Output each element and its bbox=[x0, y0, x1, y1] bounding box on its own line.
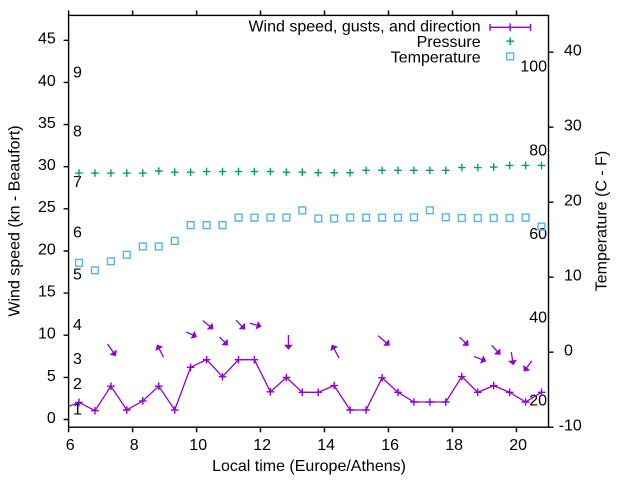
svg-text:12: 12 bbox=[253, 437, 271, 454]
svg-text:8: 8 bbox=[130, 437, 139, 454]
svg-text:5: 5 bbox=[73, 267, 82, 284]
svg-text:20: 20 bbox=[564, 193, 582, 210]
svg-text:100: 100 bbox=[520, 58, 547, 75]
svg-text:15: 15 bbox=[38, 284, 56, 301]
svg-text:1: 1 bbox=[73, 402, 82, 419]
svg-text:0: 0 bbox=[564, 343, 573, 360]
svg-text:10: 10 bbox=[38, 326, 56, 343]
svg-text:45: 45 bbox=[38, 31, 56, 48]
svg-text:18: 18 bbox=[445, 437, 463, 454]
svg-text:25: 25 bbox=[38, 199, 56, 216]
svg-text:Wind speed (kn - Beaufort): Wind speed (kn - Beaufort) bbox=[7, 125, 24, 316]
svg-text:5: 5 bbox=[47, 368, 56, 385]
svg-text:10: 10 bbox=[189, 437, 207, 454]
svg-text:20: 20 bbox=[529, 393, 547, 410]
svg-text:35: 35 bbox=[38, 115, 56, 132]
svg-text:20: 20 bbox=[38, 241, 56, 258]
svg-text:16: 16 bbox=[381, 437, 399, 454]
svg-text:Wind speed, gusts, and directi: Wind speed, gusts, and direction bbox=[248, 18, 480, 35]
svg-text:2: 2 bbox=[73, 376, 82, 393]
svg-text:30: 30 bbox=[38, 157, 56, 174]
svg-text:40: 40 bbox=[564, 43, 582, 60]
svg-text:Pressure: Pressure bbox=[417, 34, 481, 51]
svg-text:10: 10 bbox=[564, 268, 582, 285]
svg-text:40: 40 bbox=[529, 309, 547, 326]
svg-text:80: 80 bbox=[529, 143, 547, 160]
svg-text:Local time (Europe/Athens): Local time (Europe/Athens) bbox=[212, 458, 406, 475]
svg-text:9: 9 bbox=[73, 64, 82, 81]
svg-text:20: 20 bbox=[509, 437, 527, 454]
svg-text:0: 0 bbox=[47, 410, 56, 427]
svg-text:7: 7 bbox=[73, 174, 82, 191]
svg-text:3: 3 bbox=[73, 351, 82, 368]
svg-text:Temperature: Temperature bbox=[391, 50, 481, 67]
svg-text:Temperature (C - F): Temperature (C - F) bbox=[594, 151, 611, 291]
svg-text:14: 14 bbox=[317, 437, 335, 454]
svg-text:40: 40 bbox=[38, 73, 56, 90]
svg-text:-10: -10 bbox=[559, 418, 582, 435]
svg-text:4: 4 bbox=[73, 317, 82, 334]
svg-text:8: 8 bbox=[73, 123, 82, 140]
svg-text:30: 30 bbox=[564, 118, 582, 135]
svg-text:6: 6 bbox=[73, 225, 82, 242]
svg-text:6: 6 bbox=[66, 437, 75, 454]
